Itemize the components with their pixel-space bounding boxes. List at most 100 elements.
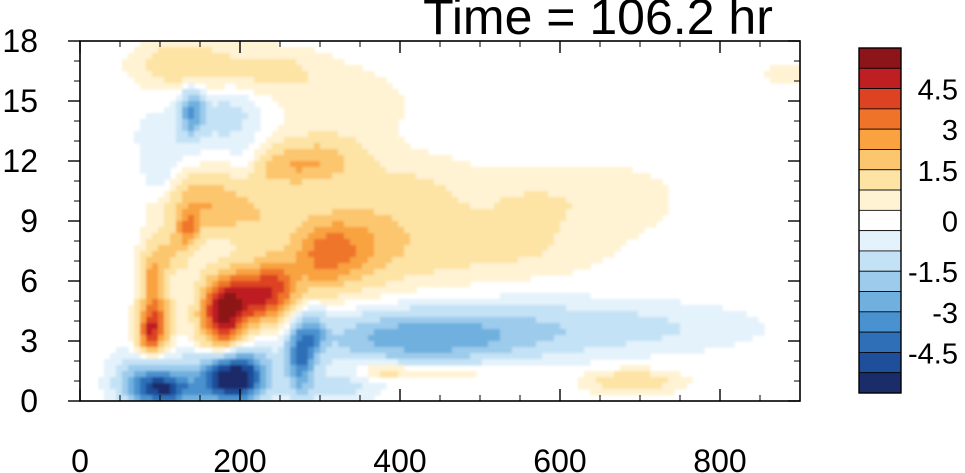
heat-cell [206,281,213,288]
heat-cell [188,203,195,210]
heat-cell [668,377,675,384]
heat-cell [362,125,369,132]
heat-cell [242,233,249,240]
heat-cell [398,275,405,282]
heat-cell [398,365,405,372]
heat-cell [230,311,237,318]
heat-cell [434,341,441,348]
heat-cell [476,179,483,186]
heat-cell [344,203,351,210]
heat-cell [386,83,393,90]
heat-cell [170,359,177,366]
heat-cell [152,353,159,360]
heat-cell [374,251,381,258]
heat-cell [326,185,333,192]
heat-cell [518,233,525,240]
heat-cell [380,353,387,360]
heat-cell [410,287,417,294]
heat-cell [296,233,303,240]
heat-cell [350,329,357,336]
heat-cell [314,107,321,114]
heat-cell [290,119,297,126]
heat-cell [416,371,423,378]
heat-cell [356,275,363,282]
heat-cell [692,305,699,312]
heat-cell [464,245,471,252]
heat-cell [134,257,141,264]
heat-cell [548,347,555,354]
heat-cell [356,71,363,78]
heat-cell [572,185,579,192]
heat-cell [284,185,291,192]
heat-cell [452,371,459,378]
heat-cell [512,251,519,258]
heat-cell [290,203,297,210]
heat-cell [314,179,321,186]
heat-cell [188,293,195,300]
heat-cell [248,317,255,324]
heat-cell [338,209,345,216]
heat-cell [176,245,183,252]
heat-cell [236,53,243,60]
heat-cell [488,257,495,264]
heat-cell [194,275,201,282]
heat-cell [164,131,171,138]
heat-cell [434,275,441,282]
heat-cell [380,83,387,90]
heat-cell [698,341,705,348]
heat-cell [224,71,231,78]
heat-cell [320,287,327,294]
heat-cell [452,329,459,336]
heat-cell [278,209,285,216]
heat-cell [476,341,483,348]
heat-cell [356,359,363,366]
heat-cell [350,287,357,294]
heat-cell [632,377,639,384]
heat-cell [158,173,165,180]
heat-cell [308,245,315,252]
heat-cell [140,293,147,300]
heat-cell [578,341,585,348]
heat-cell [488,347,495,354]
heat-cell [200,287,207,294]
heat-cell [410,305,417,312]
heat-cell [170,197,177,204]
heat-cell [296,209,303,216]
heat-cell [650,323,657,330]
heat-cell [140,311,147,318]
heat-cell [164,197,171,204]
heat-cell [296,335,303,342]
heat-cell [152,221,159,228]
heat-cell [500,197,507,204]
heat-cell [620,347,627,354]
heat-cell [638,209,645,216]
heat-cell [548,239,555,246]
heat-cell [368,389,375,396]
heat-cell [200,119,207,126]
heat-cell [350,191,357,198]
heat-cell [476,347,483,354]
heat-cell [164,395,171,401]
heat-cell [320,113,327,120]
heat-cell [596,389,603,396]
heat-cell [302,245,309,252]
heat-cell [410,263,417,270]
heat-cell [254,155,261,162]
heat-cell [548,197,555,204]
heat-cell [380,179,387,186]
heat-cell [230,239,237,246]
heat-cell [290,83,297,90]
heat-cell [290,167,297,174]
heat-cell [182,185,189,192]
heat-cell [242,143,249,150]
heat-cell [260,179,267,186]
heat-cell [338,299,345,306]
heat-cell [416,299,423,306]
heat-cell [680,341,687,348]
heat-cell [290,215,297,222]
heat-cell [368,77,375,84]
heat-cell [170,245,177,252]
heat-cell [338,239,345,246]
heat-cell [416,329,423,336]
heat-cell [308,191,315,198]
